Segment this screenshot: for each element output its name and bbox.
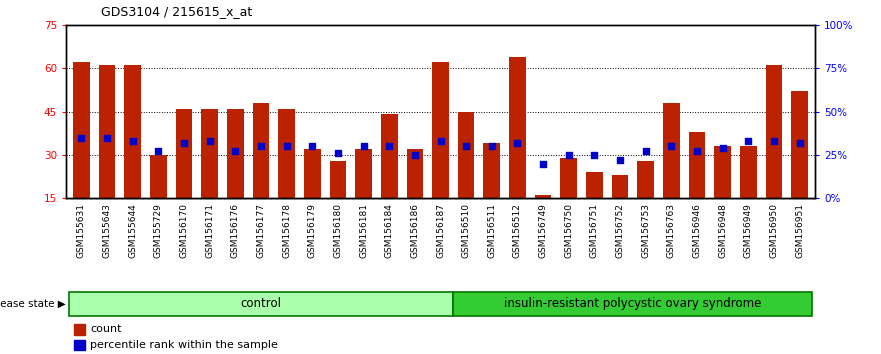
Point [588, 152, 602, 158]
Point [126, 138, 140, 144]
Bar [714, 146, 731, 198]
Point [562, 152, 576, 158]
Bar [637, 161, 654, 198]
Point [433, 138, 448, 144]
Bar [484, 143, 500, 198]
Bar [458, 112, 475, 198]
Point [305, 143, 319, 149]
Bar [586, 172, 603, 198]
Text: GSM156510: GSM156510 [462, 203, 470, 258]
Bar [611, 175, 628, 198]
Bar [433, 62, 448, 198]
Text: GSM155643: GSM155643 [102, 203, 112, 258]
Point [408, 152, 422, 158]
Text: GSM155631: GSM155631 [77, 203, 86, 258]
Bar [740, 146, 757, 198]
Bar [535, 195, 552, 198]
Point [279, 143, 293, 149]
Bar [202, 109, 218, 198]
Point [485, 143, 499, 149]
Bar [406, 149, 423, 198]
Point [357, 143, 371, 149]
Text: GSM156763: GSM156763 [667, 203, 676, 258]
Text: GDS3104 / 215615_x_at: GDS3104 / 215615_x_at [101, 5, 253, 18]
Text: GSM156751: GSM156751 [590, 203, 599, 258]
Text: GSM156171: GSM156171 [205, 203, 214, 258]
Text: count: count [90, 324, 122, 334]
Text: GSM156186: GSM156186 [411, 203, 419, 258]
Bar [355, 149, 372, 198]
Bar [227, 109, 244, 198]
Point [741, 138, 755, 144]
Text: GSM156178: GSM156178 [282, 203, 291, 258]
Point [382, 143, 396, 149]
Text: GSM156176: GSM156176 [231, 203, 240, 258]
Text: GSM156170: GSM156170 [180, 203, 189, 258]
Text: GSM156177: GSM156177 [256, 203, 265, 258]
Text: GSM156180: GSM156180 [333, 203, 343, 258]
Bar [454, 292, 812, 315]
Bar [124, 65, 141, 198]
Bar [74, 340, 85, 350]
Bar [69, 292, 454, 315]
Point [177, 140, 191, 145]
Text: GSM156949: GSM156949 [744, 203, 752, 258]
Text: GSM156749: GSM156749 [538, 203, 548, 258]
Bar [509, 57, 526, 198]
Bar [73, 62, 90, 198]
Point [664, 143, 678, 149]
Text: GSM156752: GSM156752 [616, 203, 625, 258]
Point [203, 138, 217, 144]
Point [74, 135, 88, 141]
Bar [766, 65, 782, 198]
Bar [791, 91, 808, 198]
Bar [99, 65, 115, 198]
Text: GSM156181: GSM156181 [359, 203, 368, 258]
Text: GSM156511: GSM156511 [487, 203, 496, 258]
Text: GSM156184: GSM156184 [385, 203, 394, 258]
Point [639, 149, 653, 154]
Point [459, 143, 473, 149]
Point [254, 143, 268, 149]
Text: GSM156951: GSM156951 [795, 203, 804, 258]
Text: GSM156187: GSM156187 [436, 203, 445, 258]
Text: GSM156946: GSM156946 [692, 203, 701, 258]
Text: GSM156512: GSM156512 [513, 203, 522, 258]
Bar [74, 324, 85, 335]
Point [510, 140, 524, 145]
Text: GSM156948: GSM156948 [718, 203, 727, 258]
Text: disease state ▶: disease state ▶ [0, 298, 65, 309]
Text: control: control [241, 297, 282, 310]
Bar [381, 114, 397, 198]
Text: GSM156753: GSM156753 [641, 203, 650, 258]
Point [690, 149, 704, 154]
Text: GSM156179: GSM156179 [307, 203, 317, 258]
Text: GSM156750: GSM156750 [564, 203, 574, 258]
Bar [278, 109, 295, 198]
Point [331, 150, 345, 156]
Point [793, 140, 807, 145]
Bar [560, 158, 577, 198]
Bar [663, 103, 679, 198]
Point [100, 135, 115, 141]
Bar [150, 155, 167, 198]
Text: insulin-resistant polycystic ovary syndrome: insulin-resistant polycystic ovary syndr… [504, 297, 761, 310]
Text: GSM156950: GSM156950 [769, 203, 779, 258]
Bar [329, 161, 346, 198]
Bar [689, 132, 706, 198]
Bar [175, 109, 192, 198]
Text: percentile rank within the sample: percentile rank within the sample [90, 340, 278, 350]
Point [613, 157, 627, 163]
Bar [304, 149, 321, 198]
Point [536, 161, 550, 166]
Point [715, 145, 729, 151]
Text: GSM155729: GSM155729 [154, 203, 163, 258]
Point [228, 149, 242, 154]
Bar [253, 103, 270, 198]
Text: GSM155644: GSM155644 [129, 203, 137, 257]
Point [152, 149, 166, 154]
Point [766, 138, 781, 144]
